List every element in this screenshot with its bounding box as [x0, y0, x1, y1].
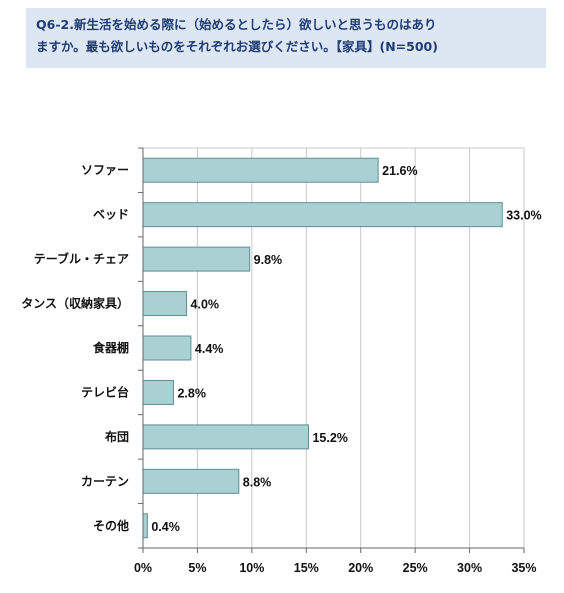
- value-label: 4.4%: [195, 342, 224, 356]
- x-tick-label: 35%: [511, 561, 536, 575]
- bar-1: [142, 202, 503, 228]
- labels: 0% 5% 10% 15% 20% 25% 30% 35% ソファー 21.6% ベッド 33.0% テ…: [21, 163, 541, 575]
- value-label: 4.0%: [191, 298, 220, 312]
- value-label: 9.8%: [254, 253, 283, 267]
- category-label: テレビ台: [81, 384, 129, 399]
- x-tick-label: 25%: [403, 561, 428, 575]
- category-label: その他: [93, 518, 129, 533]
- bar-2: [142, 246, 251, 272]
- x-tick-label: 30%: [457, 561, 482, 575]
- value-label: 0.4%: [151, 520, 180, 534]
- axes: [138, 147, 525, 553]
- x-tick-label: 15%: [294, 561, 319, 575]
- question-title-line-1: Q6-2.新生活を始める際に（始めるとしたら）欲しいと思うものはあり: [36, 17, 437, 32]
- value-label: 2.8%: [177, 386, 206, 400]
- bar-4: [142, 335, 192, 361]
- bar-6: [142, 424, 309, 450]
- value-label: 21.6%: [382, 164, 417, 178]
- value-label: 8.8%: [243, 475, 272, 489]
- x-tick-label: 20%: [348, 561, 373, 575]
- bar-8: [142, 513, 148, 539]
- category-label: タンス（収納家具）: [21, 296, 129, 311]
- category-label: ソファー: [81, 163, 129, 177]
- x-tick-label: 10%: [239, 561, 264, 575]
- question-title-box: Q6-2.新生活を始める際に（始めるとしたら）欲しいと思うものはあり ますか。最…: [26, 8, 546, 68]
- category-label: 食器棚: [92, 340, 129, 355]
- bar-0: [142, 157, 379, 183]
- value-label: 15.2%: [312, 431, 347, 445]
- category-label: ベッド: [93, 208, 129, 222]
- category-label: 布団: [105, 429, 129, 444]
- question-title-line-2: ますか。最も欲しいものをそれぞれお選びください。【家具】(N=500): [36, 39, 438, 54]
- bar-5: [142, 379, 174, 405]
- x-tick-label: 0%: [134, 561, 152, 575]
- bar-7: [142, 468, 240, 494]
- bar-3: [142, 291, 188, 317]
- value-label: 33.0%: [506, 209, 541, 223]
- x-tick-label: 5%: [188, 561, 206, 575]
- category-label: カーテン: [81, 474, 129, 488]
- category-label: テーブル・チェア: [34, 251, 129, 266]
- bars: [142, 157, 503, 539]
